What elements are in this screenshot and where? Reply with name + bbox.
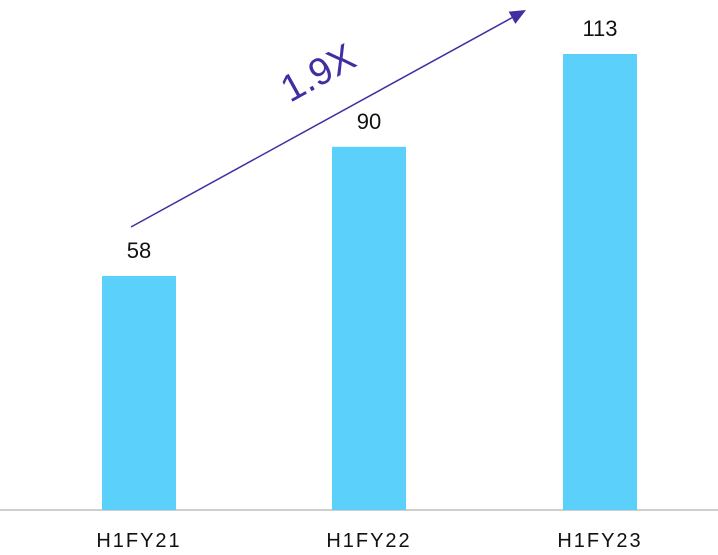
bar-h1fy21 bbox=[102, 275, 176, 510]
bar-h1fy23 bbox=[563, 54, 637, 510]
labels-group: 58 H1FY21 90 H1FY22 113 H1FY23 bbox=[96, 16, 642, 552]
growth-annotation: 1.9X bbox=[274, 36, 363, 111]
tick-label-h1fy23: H1FY23 bbox=[557, 530, 642, 552]
data-label-h1fy22: 90 bbox=[357, 109, 381, 134]
bars-group bbox=[102, 54, 637, 511]
bar-h1fy22 bbox=[332, 146, 406, 511]
growth-arrow bbox=[130, 17, 513, 228]
data-label-h1fy23: 113 bbox=[582, 16, 617, 41]
growth-arrowhead-icon bbox=[508, 10, 526, 24]
data-label-h1fy21: 58 bbox=[127, 238, 151, 263]
tick-label-h1fy21: H1FY21 bbox=[96, 530, 181, 552]
tick-label-h1fy22: H1FY22 bbox=[326, 530, 411, 552]
